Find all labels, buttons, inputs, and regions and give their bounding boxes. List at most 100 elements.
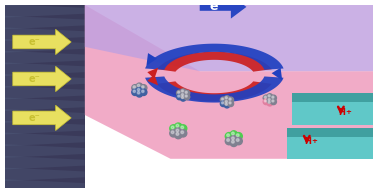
Circle shape <box>184 94 190 100</box>
Circle shape <box>184 90 190 96</box>
Circle shape <box>142 90 144 92</box>
Circle shape <box>171 126 174 129</box>
Circle shape <box>133 86 136 88</box>
Circle shape <box>132 89 138 96</box>
Circle shape <box>140 89 147 96</box>
Polygon shape <box>5 0 85 6</box>
Polygon shape <box>5 97 85 111</box>
Polygon shape <box>145 77 284 102</box>
Polygon shape <box>292 102 373 125</box>
Circle shape <box>264 96 266 98</box>
Circle shape <box>263 95 269 101</box>
Circle shape <box>132 85 138 91</box>
Polygon shape <box>146 53 157 66</box>
Circle shape <box>185 91 187 93</box>
Circle shape <box>220 101 226 107</box>
Text: +: + <box>346 109 352 115</box>
Circle shape <box>228 97 234 103</box>
Circle shape <box>177 90 182 96</box>
Polygon shape <box>5 27 85 41</box>
Circle shape <box>225 137 232 145</box>
Circle shape <box>267 94 273 99</box>
Polygon shape <box>272 68 282 80</box>
Polygon shape <box>5 5 85 188</box>
Circle shape <box>264 100 266 102</box>
Circle shape <box>224 102 230 108</box>
Polygon shape <box>292 92 373 102</box>
Circle shape <box>170 130 177 137</box>
Circle shape <box>224 99 230 105</box>
Circle shape <box>267 100 273 106</box>
Polygon shape <box>5 74 85 88</box>
Circle shape <box>220 97 226 103</box>
Circle shape <box>180 125 187 132</box>
Text: e⁻: e⁻ <box>28 113 40 123</box>
Circle shape <box>231 140 234 143</box>
Circle shape <box>181 90 184 92</box>
Text: e⁻: e⁻ <box>28 74 40 84</box>
Circle shape <box>230 139 237 146</box>
Circle shape <box>180 130 187 137</box>
Polygon shape <box>5 16 85 29</box>
Circle shape <box>272 100 274 102</box>
Circle shape <box>263 99 269 105</box>
Circle shape <box>181 126 184 129</box>
Circle shape <box>176 133 179 135</box>
Polygon shape <box>85 5 373 71</box>
Polygon shape <box>13 66 71 92</box>
Circle shape <box>177 94 182 100</box>
Polygon shape <box>147 68 158 79</box>
Circle shape <box>180 95 186 101</box>
Polygon shape <box>5 109 85 123</box>
Polygon shape <box>157 52 272 72</box>
Circle shape <box>225 97 228 99</box>
Circle shape <box>181 131 184 134</box>
Circle shape <box>178 95 180 97</box>
Circle shape <box>236 139 239 141</box>
Text: e⁻: e⁻ <box>210 0 225 13</box>
Circle shape <box>136 83 143 90</box>
Circle shape <box>225 103 228 105</box>
Circle shape <box>181 96 184 99</box>
Circle shape <box>133 90 136 92</box>
Circle shape <box>229 102 231 104</box>
Text: H: H <box>338 108 345 117</box>
Polygon shape <box>5 4 85 18</box>
Circle shape <box>228 101 234 107</box>
Circle shape <box>231 132 234 135</box>
Circle shape <box>185 95 187 97</box>
Circle shape <box>136 90 143 97</box>
Polygon shape <box>5 51 85 64</box>
Circle shape <box>230 136 237 143</box>
Polygon shape <box>287 137 373 159</box>
Circle shape <box>268 99 270 101</box>
Circle shape <box>171 131 174 134</box>
Circle shape <box>176 124 179 127</box>
Circle shape <box>271 95 276 101</box>
Polygon shape <box>5 144 85 158</box>
Circle shape <box>175 128 182 135</box>
Circle shape <box>235 137 242 145</box>
Polygon shape <box>85 5 373 159</box>
Circle shape <box>267 98 273 103</box>
Circle shape <box>137 84 140 87</box>
Polygon shape <box>13 105 71 130</box>
Circle shape <box>180 93 186 98</box>
Polygon shape <box>5 133 85 146</box>
Polygon shape <box>13 29 71 55</box>
Polygon shape <box>5 39 85 53</box>
Circle shape <box>222 98 224 100</box>
Polygon shape <box>145 44 284 70</box>
Circle shape <box>224 96 230 102</box>
Polygon shape <box>147 74 158 85</box>
Polygon shape <box>157 81 272 101</box>
Circle shape <box>225 133 232 140</box>
Circle shape <box>140 85 147 91</box>
Circle shape <box>268 101 270 103</box>
Circle shape <box>181 94 184 96</box>
Polygon shape <box>5 86 85 99</box>
Circle shape <box>225 100 228 103</box>
Circle shape <box>222 102 224 104</box>
Circle shape <box>175 123 182 130</box>
Polygon shape <box>200 0 246 19</box>
